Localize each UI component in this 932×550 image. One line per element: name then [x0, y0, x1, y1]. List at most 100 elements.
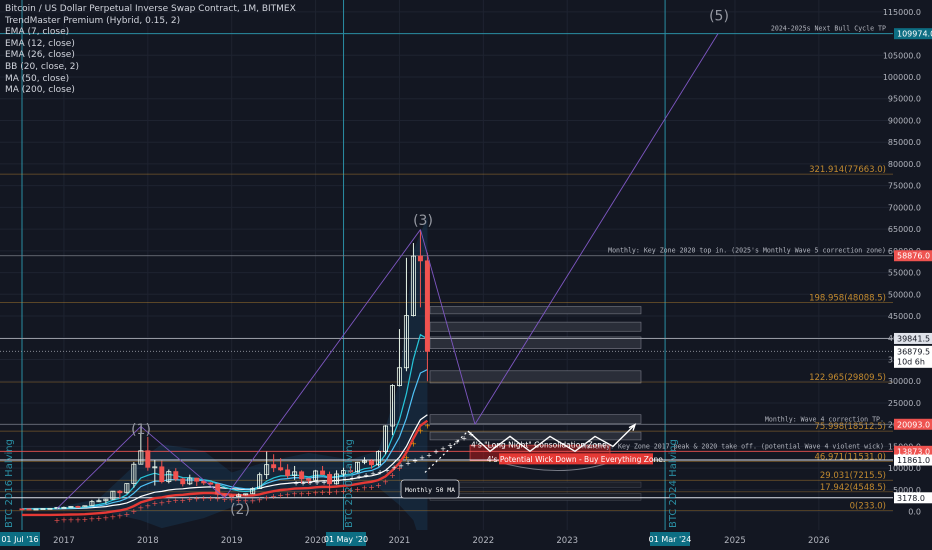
annotation-text: Monthly: Wave 4 correction TP. — [765, 415, 884, 423]
price-badge-label: 11861.0 — [897, 456, 930, 465]
time-tick-label: 2026 — [808, 536, 830, 546]
price-badge-label: 39841.5 — [897, 334, 930, 343]
zone-box — [429, 370, 642, 384]
fib-label: 198.958(48088.5) — [809, 294, 886, 304]
projection-marker: + — [335, 477, 341, 485]
projection-marker: + — [433, 448, 439, 456]
trend-marker: + — [158, 498, 165, 507]
trend-marker: + — [235, 496, 242, 505]
candle-down — [285, 469, 291, 476]
price-badge — [894, 492, 932, 504]
trend-marker: + — [186, 495, 193, 504]
price-tick-label: 50000.0 — [888, 290, 921, 299]
candle-up — [131, 463, 137, 484]
candle-up — [166, 471, 172, 483]
indicator-bb[interactable]: BB (20, close, 2) — [5, 61, 80, 72]
candle-up — [243, 493, 249, 496]
candle-up — [152, 466, 158, 469]
indicator-ma-200[interactable]: MA (200, close) — [5, 85, 75, 96]
projection-marker: + — [398, 462, 404, 470]
projection-marker: + — [321, 478, 327, 486]
trend-marker: + — [110, 512, 117, 521]
projection-marker: + — [293, 480, 299, 488]
trend-marker: + — [214, 494, 221, 503]
trend-marker: + — [396, 464, 403, 473]
price-badge-countdown: 10d 6h — [897, 357, 925, 366]
wave4-zigzag-path — [467, 424, 636, 453]
candle-up — [96, 500, 102, 503]
candle-down — [278, 467, 284, 471]
wave-label: (2) — [230, 502, 250, 518]
zone-box — [429, 431, 642, 441]
time-tick-label: 2018 — [137, 536, 159, 546]
candle-up — [47, 507, 53, 510]
grid — [0, 0, 893, 530]
trend-marker: + — [263, 494, 270, 503]
time-axis-bg — [0, 530, 932, 550]
consolidation-zone-label: 4's "Long Night" Consolidation Zone. — [471, 441, 609, 450]
trend-marker: + — [284, 490, 291, 499]
zone-box-low — [429, 493, 642, 501]
indicator-trendmaster[interactable]: TrendMaster Premium (Hybrid, 0.15, 2) — [5, 15, 181, 26]
trend-marker: + — [417, 427, 424, 436]
trend-marker: + — [403, 454, 410, 463]
trend-marker: + — [291, 490, 298, 499]
candle-down — [145, 450, 151, 468]
ma50-callout-box — [400, 479, 460, 499]
trend-marker: + — [424, 422, 431, 431]
price-badge — [894, 445, 932, 457]
candle-up — [396, 367, 402, 386]
trend-marker: + — [54, 516, 61, 525]
price-tick-label: 65000.0 — [888, 225, 921, 234]
date-badge-label: 01 May '20 — [324, 535, 368, 544]
trend-marker: + — [319, 488, 326, 497]
date-badge — [326, 532, 366, 546]
trend-marker: + — [103, 514, 110, 523]
trend-marker: + — [375, 481, 382, 490]
fib-label: 122.965(29809.5) — [809, 373, 886, 383]
time-tick-label: 2022 — [473, 536, 495, 546]
indicator-ema-12[interactable]: EMA (12, close) — [5, 38, 75, 49]
trend-marker: + — [312, 488, 319, 497]
time-tick-label: 2021 — [389, 536, 411, 546]
projection-marker: + — [377, 468, 383, 476]
trend-marker: + — [228, 496, 235, 505]
price-badge — [894, 345, 932, 368]
projection-marker: + — [454, 438, 460, 446]
candle-down — [215, 483, 221, 495]
candle-up — [124, 483, 130, 494]
halving-label: BTC 2020 Halving — [344, 439, 355, 528]
projection-marker: + — [461, 434, 467, 442]
time-axis[interactable]: 2017 2018 2019 2020 2021 2022 2023 2025 2026 01 J… — [0, 530, 932, 550]
trend-marker: + — [151, 499, 158, 508]
wick-zone-label: 4's Potential Wick Down - Buy Everything… — [487, 455, 665, 464]
price-axis[interactable]: 0.05000.010000.015000.020000.025000.0300… — [883, 0, 932, 550]
candle-down — [320, 470, 326, 475]
candle-down — [299, 471, 305, 480]
wave-path-line — [474, 33, 719, 425]
indicator-ma-50[interactable]: MA (50, close) — [5, 73, 70, 84]
date-badge — [650, 532, 690, 546]
trend-marker: + — [361, 484, 368, 493]
price-tick-label: 85000.0 — [888, 138, 921, 147]
trend-marker: + — [305, 489, 312, 498]
trend-marker: + — [347, 486, 354, 495]
price-tick-label: 105000.0 — [883, 51, 921, 60]
wave-path-line — [224, 229, 421, 499]
chart-title[interactable]: Bitcoin / US Dollar Perpetual Inverse Sw… — [5, 4, 296, 14]
candle-up — [355, 461, 361, 473]
indicator-ema-26[interactable]: EMA (26, close) — [5, 50, 75, 61]
price-tick-label: 100000.0 — [883, 73, 921, 82]
candle-down — [417, 255, 423, 262]
candle-down — [306, 478, 312, 481]
indicator-ema-7[interactable]: EMA (7, close) — [5, 27, 70, 38]
projection-marker: + — [391, 464, 397, 472]
candle-down — [368, 460, 374, 466]
trend-marker: + — [354, 485, 361, 494]
trend-marker: + — [207, 494, 214, 503]
projection-marker: + — [405, 459, 411, 467]
candle-up — [292, 471, 298, 476]
fib-label: 17.942(4548.5) — [820, 483, 886, 493]
candle-up — [334, 473, 340, 485]
